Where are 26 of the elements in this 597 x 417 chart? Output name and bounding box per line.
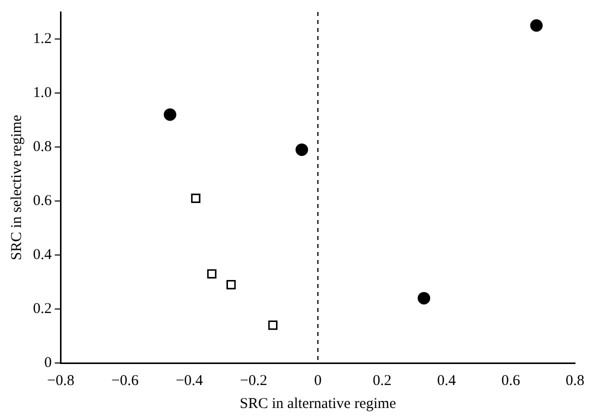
y-tick-label: 0.4 [33, 246, 52, 263]
y-tick-label: 1.0 [33, 84, 52, 101]
point [296, 143, 308, 156]
x-tick-label: 0.4 [437, 372, 456, 389]
x-tick-label: −0.4 [176, 372, 204, 389]
y-tick-label: 0.6 [33, 192, 52, 209]
x-axis-title: SRC in alternative regime [240, 396, 396, 412]
point [268, 320, 278, 330]
y-tick-label: 0 [44, 354, 52, 371]
point [164, 108, 176, 121]
x-tick-label: −0.2 [240, 372, 268, 389]
point [418, 292, 430, 304]
y-tick-label: 1.2 [33, 30, 52, 47]
point [226, 280, 236, 290]
x-tick-label: 0 [314, 372, 322, 389]
x-tick-label: 0.6 [501, 372, 521, 389]
y-axis-title: SRC in selective regime [8, 114, 25, 260]
x-tick-label: 0.2 [372, 372, 392, 389]
y-tick-label: 0.8 [33, 138, 52, 155]
point [530, 19, 543, 32]
x-tick-label: −0.8 [47, 372, 74, 389]
point [191, 194, 200, 203]
y-tick-label: 0.2 [33, 300, 52, 317]
x-tick-label: 0.8 [566, 372, 584, 389]
x-tick-label: −0.6 [111, 372, 140, 389]
point [207, 269, 216, 279]
